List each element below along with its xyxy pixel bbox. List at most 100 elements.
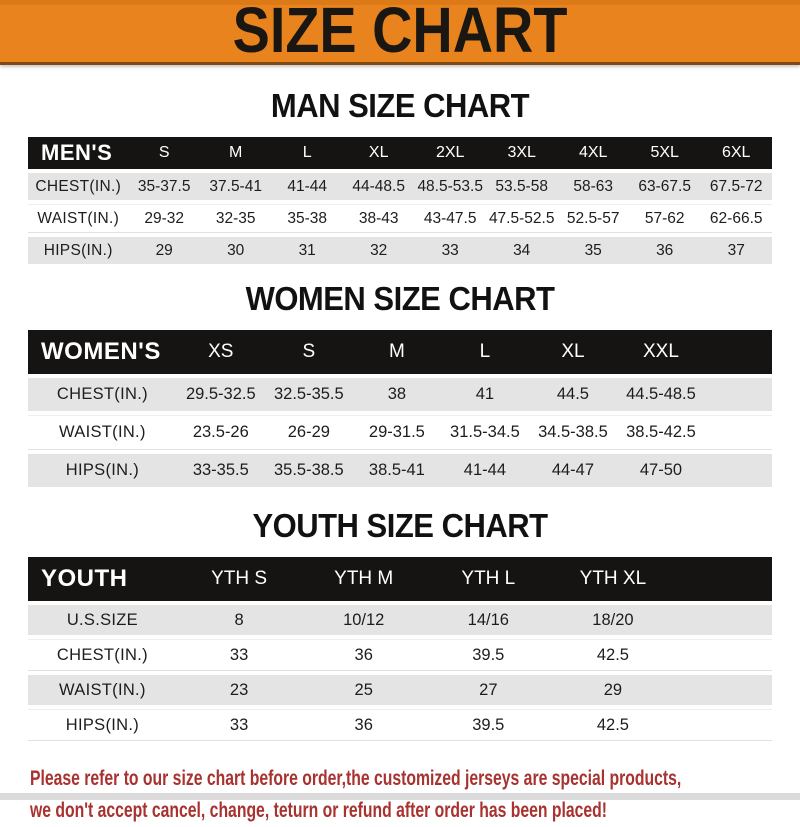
size-cell: 37.5-41 xyxy=(199,173,272,200)
size-cell: 35-38 xyxy=(271,204,343,233)
size-column-header: XS xyxy=(176,330,265,374)
size-cell: 38.5-41 xyxy=(352,454,441,487)
table-row: U.S.SIZE 8 10/12 14/16 18/20 xyxy=(28,605,772,635)
size-column-header: L xyxy=(271,137,343,169)
table-row: HIPS(IN.) 29 30 31 32 33 34 35 36 37 xyxy=(28,237,772,264)
size-cell: 29 xyxy=(128,237,200,264)
table-header-row: WOMEN'S XS S M L XL XXL xyxy=(28,330,772,374)
size-cell: 27 xyxy=(426,675,551,705)
size-cell: 14/16 xyxy=(426,605,551,635)
size-column-header: YTH L xyxy=(426,557,551,601)
youth-size-chart-section: YOUTH SIZE CHART YOUTH YTH S YTH M YTH L YTH… xyxy=(0,507,800,745)
man-size-chart-title: MAN SIZE CHART xyxy=(270,86,530,125)
size-cell: 42.5 xyxy=(550,639,676,671)
size-cell: 18/20 xyxy=(550,605,676,635)
size-cell: 32.5-35.5 xyxy=(264,378,353,411)
size-chart-banner: SIZE CHART xyxy=(0,0,800,65)
size-cell: 67.5-72 xyxy=(700,173,772,200)
size-cell: 44.5 xyxy=(528,378,617,411)
size-cell: 29.5-32.5 xyxy=(176,378,265,411)
size-column-header: XL xyxy=(342,137,415,169)
row-spacer xyxy=(675,675,772,705)
size-cell: 35-37.5 xyxy=(128,173,200,200)
size-cell: 62-66.5 xyxy=(700,204,772,233)
header-spacer xyxy=(675,557,772,601)
row-label: WAIST(IN.) xyxy=(28,415,177,450)
size-column-header: XL xyxy=(528,330,617,374)
table-row: HIPS(IN.) 33 36 39.5 42.5 xyxy=(28,709,772,741)
bottom-edge-strip xyxy=(0,793,800,800)
table-header-label: YOUTH xyxy=(28,557,177,601)
size-cell: 32-35 xyxy=(199,204,272,233)
size-cell: 53.5-58 xyxy=(485,173,558,200)
table-row: CHEST(IN.) 33 36 39.5 42.5 xyxy=(28,639,772,671)
notice-line-1: Please refer to our size chart before or… xyxy=(30,767,682,790)
row-spacer xyxy=(675,605,772,635)
size-column-header: 6XL xyxy=(700,137,772,169)
size-cell: 42.5 xyxy=(550,709,676,741)
size-cell: 36 xyxy=(301,639,427,671)
size-cell: 58-63 xyxy=(557,173,629,200)
size-cell: 41 xyxy=(440,378,529,411)
size-cell: 41-44 xyxy=(271,173,343,200)
row-spacer xyxy=(675,709,772,741)
size-column-header: S xyxy=(128,137,200,169)
row-label: U.S.SIZE xyxy=(28,605,177,635)
size-column-header: YTH M xyxy=(301,557,427,601)
size-cell: 29 xyxy=(550,675,676,705)
table-row: HIPS(IN.) 33-35.5 35.5-38.5 38.5-41 41-44 44-… xyxy=(28,454,772,487)
row-label: WAIST(IN.) xyxy=(28,204,129,233)
size-column-header: 3XL xyxy=(485,137,558,169)
table-row: WAIST(IN.) 23.5-26 26-29 29-31.5 31.5-34.5 34… xyxy=(28,415,772,450)
size-cell: 39.5 xyxy=(426,639,551,671)
table-header-label: WOMEN'S xyxy=(28,330,177,374)
size-cell: 34.5-38.5 xyxy=(528,415,617,450)
table-row: WAIST(IN.) 23 25 27 29 xyxy=(28,675,772,705)
size-cell: 57-62 xyxy=(628,204,701,233)
size-cell: 39.5 xyxy=(426,709,551,741)
size-cell: 33 xyxy=(176,709,302,741)
size-column-header: 2XL xyxy=(414,137,486,169)
size-column-header: YTH S xyxy=(176,557,302,601)
row-label: HIPS(IN.) xyxy=(28,709,177,741)
banner-title: SIZE CHART xyxy=(232,0,568,66)
size-cell: 37 xyxy=(700,237,772,264)
size-cell: 44.5-48.5 xyxy=(616,378,705,411)
size-cell: 47-50 xyxy=(616,454,705,487)
size-cell: 48.5-53.5 xyxy=(414,173,486,200)
row-label: HIPS(IN.) xyxy=(28,454,177,487)
size-cell: 25 xyxy=(301,675,427,705)
row-label: CHEST(IN.) xyxy=(28,378,177,411)
women-size-chart-title: WOMEN SIZE CHART xyxy=(245,279,555,318)
size-column-header: 5XL xyxy=(628,137,701,169)
size-cell: 44-48.5 xyxy=(342,173,415,200)
size-column-header: XXL xyxy=(616,330,705,374)
size-column-header: M xyxy=(199,137,272,169)
size-cell: 33-35.5 xyxy=(176,454,265,487)
table-header-row: MEN'S S M L XL 2XL 3XL 4XL 5XL 6XL xyxy=(28,137,772,169)
size-cell: 38 xyxy=(352,378,441,411)
men-size-table: MEN'S S M L XL 2XL 3XL 4XL 5XL 6XL CHEST(IN.) 35-37… xyxy=(28,133,772,268)
row-spacer xyxy=(704,454,772,487)
size-cell: 52.5-57 xyxy=(557,204,629,233)
size-column-header: 4XL xyxy=(557,137,629,169)
table-row: WAIST(IN.) 29-32 32-35 35-38 38-43 43-47.5 47.… xyxy=(28,204,772,233)
table-row: CHEST(IN.) 29.5-32.5 32.5-35.5 38 41 44.5 44.5… xyxy=(28,378,772,411)
size-cell: 35 xyxy=(557,237,629,264)
size-cell: 63-67.5 xyxy=(628,173,701,200)
youth-size-table: YOUTH YTH S YTH M YTH L YTH XL U.S.SIZE 8 10/12… xyxy=(28,553,772,745)
row-label: CHEST(IN.) xyxy=(28,173,129,200)
size-cell: 8 xyxy=(176,605,302,635)
size-cell: 36 xyxy=(301,709,427,741)
size-cell: 33 xyxy=(176,639,302,671)
table-header-label: MEN'S xyxy=(28,137,129,169)
size-cell: 30 xyxy=(199,237,272,264)
row-spacer xyxy=(675,639,772,671)
women-size-table: WOMEN'S XS S M L XL XXL CHEST(IN.) 29.5-32.5 32.5… xyxy=(28,326,772,491)
size-cell: 26-29 xyxy=(264,415,353,450)
size-cell: 35.5-38.5 xyxy=(264,454,353,487)
size-cell: 38-43 xyxy=(342,204,415,233)
size-cell: 32 xyxy=(342,237,415,264)
row-spacer xyxy=(704,378,772,411)
size-cell: 23.5-26 xyxy=(176,415,265,450)
